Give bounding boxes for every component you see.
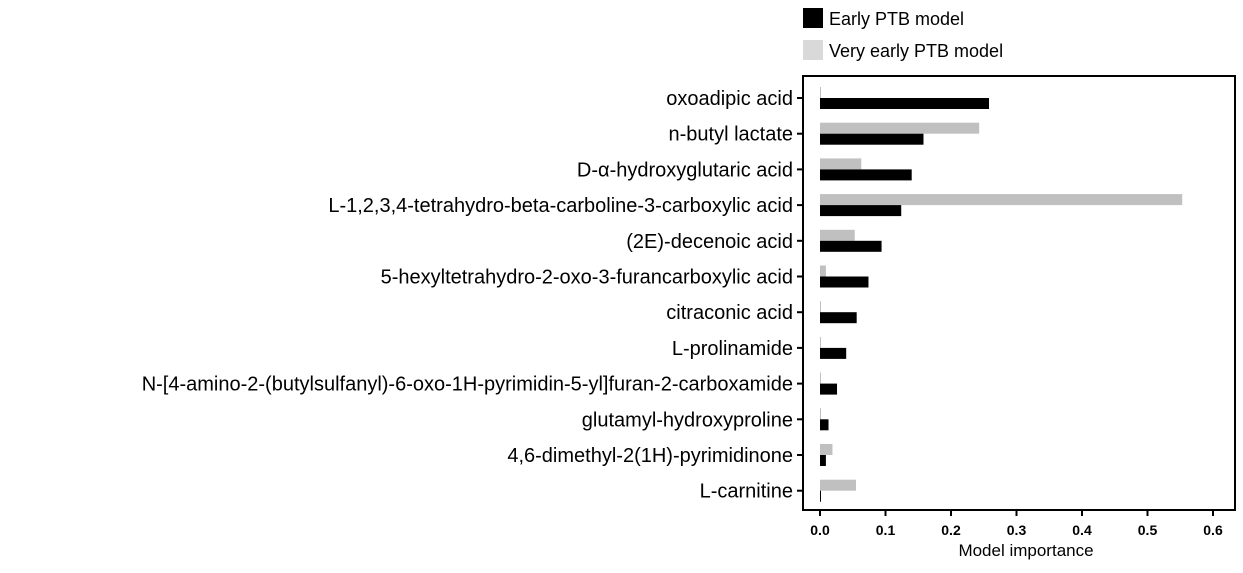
- bar-very-early-ptb: [820, 229, 855, 241]
- category-labels: oxoadipic acid n-butyl lactate D-α-hydroxy…: [142, 88, 793, 503]
- bar-early-ptb: [820, 276, 869, 288]
- bar-very-early-ptb: [820, 372, 821, 384]
- x-tick-label: 0.4: [1072, 522, 1092, 538]
- bar-very-early-ptb: [820, 265, 826, 277]
- bar-very-early-ptb: [820, 194, 1183, 206]
- bar-very-early-ptb: [820, 479, 857, 491]
- legend-label-very-early-ptb: Very early PTB model: [829, 41, 1003, 61]
- bars: [820, 87, 1183, 502]
- bar-very-early-ptb: [820, 122, 980, 134]
- legend-swatch-very-early-ptb: [803, 40, 823, 60]
- bar-very-early-ptb: [820, 336, 821, 348]
- category-label: L-1,2,3,4-tetrahydro-beta-carboline-3-ca…: [328, 195, 793, 217]
- bar-early-ptb: [820, 490, 821, 502]
- bar-early-ptb: [820, 383, 838, 395]
- category-label: glutamyl-hydroxyproline: [582, 409, 793, 431]
- x-axis-title: Model importance: [958, 541, 1093, 560]
- bar-early-ptb: [820, 347, 847, 359]
- x-tick-label: 0.1: [876, 522, 896, 538]
- x-tick-label: 0.6: [1203, 522, 1223, 538]
- bar-early-ptb: [820, 98, 989, 109]
- bar-early-ptb: [820, 169, 912, 181]
- plot-area-frame: [802, 75, 1236, 511]
- bar-very-early-ptb: [820, 87, 821, 98]
- bar-early-ptb: [820, 133, 924, 145]
- bar-early-ptb: [820, 240, 882, 252]
- category-label: 5-hexyltetrahydro-2-oxo-3-furancarboxyli…: [381, 267, 793, 289]
- bar-early-ptb: [820, 455, 826, 466]
- bar-very-early-ptb: [820, 408, 821, 420]
- x-tick-label: 0.3: [1007, 522, 1027, 538]
- bar-very-early-ptb: [820, 444, 833, 455]
- legend: Early PTB model Very early PTB model: [803, 8, 1003, 61]
- category-label: D-α-hydroxyglutaric acid: [577, 159, 793, 181]
- bar-early-ptb: [820, 419, 829, 431]
- bar-very-early-ptb: [820, 158, 862, 170]
- bar-very-early-ptb: [820, 301, 821, 313]
- bar-early-ptb: [820, 205, 902, 217]
- category-label: N-[4-amino-2-(butylsulfanyl)-6-oxo-1H-py…: [142, 374, 793, 396]
- category-label: L-prolinamide: [672, 338, 793, 360]
- legend-label-early-ptb: Early PTB model: [829, 9, 964, 29]
- x-tick-label: 0.5: [1138, 522, 1158, 538]
- x-tick-label: 0.0: [810, 522, 830, 538]
- x-tick-label: 0.2: [941, 522, 961, 538]
- category-label: n-butyl lactate: [668, 124, 793, 146]
- category-label: (2E)-decenoic acid: [626, 231, 793, 253]
- category-ticks: [797, 97, 803, 492]
- legend-swatch-early-ptb: [803, 8, 823, 28]
- category-label: 4,6-dimethyl-2(1H)-pyrimidinone: [507, 445, 793, 467]
- category-label: L-carnitine: [700, 481, 793, 503]
- x-axis-ticks: 0.0 0.1 0.2 0.3 0.4 0.5 0.6: [810, 510, 1223, 538]
- category-label: citraconic acid: [666, 302, 793, 324]
- category-label: oxoadipic acid: [666, 88, 793, 110]
- bar-early-ptb: [820, 312, 857, 324]
